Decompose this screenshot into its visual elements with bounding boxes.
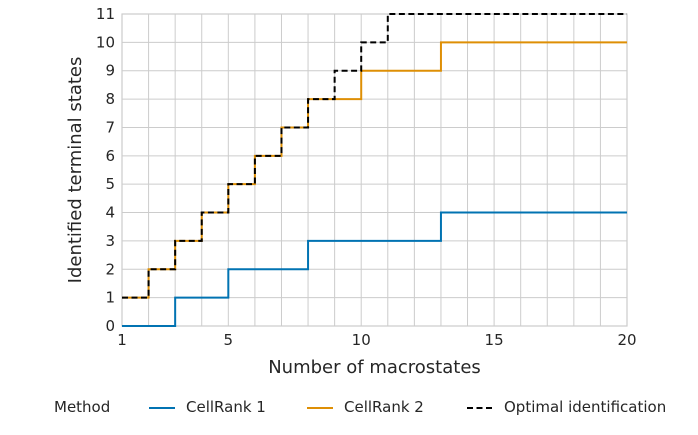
- y-tick-label: 5: [105, 175, 115, 193]
- legend-swatch: [467, 407, 493, 409]
- y-tick-labels: 0 1 2 3 4 5 6 7 8 9 10 11: [96, 5, 115, 335]
- x-tick-label: 15: [485, 331, 504, 349]
- x-tick-label: 10: [352, 331, 371, 349]
- y-tick-label: 7: [105, 118, 115, 136]
- series-line-2: [122, 13, 627, 299]
- legend: Method CellRank 1 CellRank 2 Optimal ident…: [0, 396, 698, 422]
- y-tick-label: 6: [105, 147, 115, 165]
- legend-label: CellRank 1: [186, 398, 266, 416]
- plot-frame: [121, 13, 628, 327]
- series-line-1: [122, 41, 627, 299]
- y-tick-label: 9: [105, 62, 115, 80]
- legend-title: Method: [54, 398, 111, 416]
- x-axis-label: Number of macrostates: [268, 357, 481, 378]
- legend-label: CellRank 2: [344, 398, 424, 416]
- y-axis-label: Identified terminal states: [65, 57, 86, 284]
- legend-swatch: [307, 407, 333, 409]
- x-tick-label: 5: [224, 331, 234, 349]
- x-tick-labels: 1 5 10 15 20: [117, 331, 636, 349]
- y-tick-label: 1: [105, 289, 115, 307]
- y-tick-label: 2: [105, 260, 115, 278]
- y-tick-label: 4: [105, 204, 115, 222]
- y-tick-label: 3: [105, 232, 115, 250]
- series-lines: [122, 13, 627, 327]
- y-tick-label: 10: [96, 33, 115, 51]
- legend-label: Optimal identification: [504, 398, 667, 416]
- y-tick-label: 0: [105, 317, 115, 335]
- y-gridlines: [122, 13, 627, 327]
- legend-swatch: [149, 407, 175, 409]
- y-tick-label: 11: [96, 5, 115, 23]
- series-line-0: [122, 211, 627, 327]
- x-tick-label: 1: [117, 331, 127, 349]
- y-tick-label: 8: [105, 90, 115, 108]
- x-gridlines: [121, 14, 628, 326]
- x-tick-label: 20: [617, 331, 636, 349]
